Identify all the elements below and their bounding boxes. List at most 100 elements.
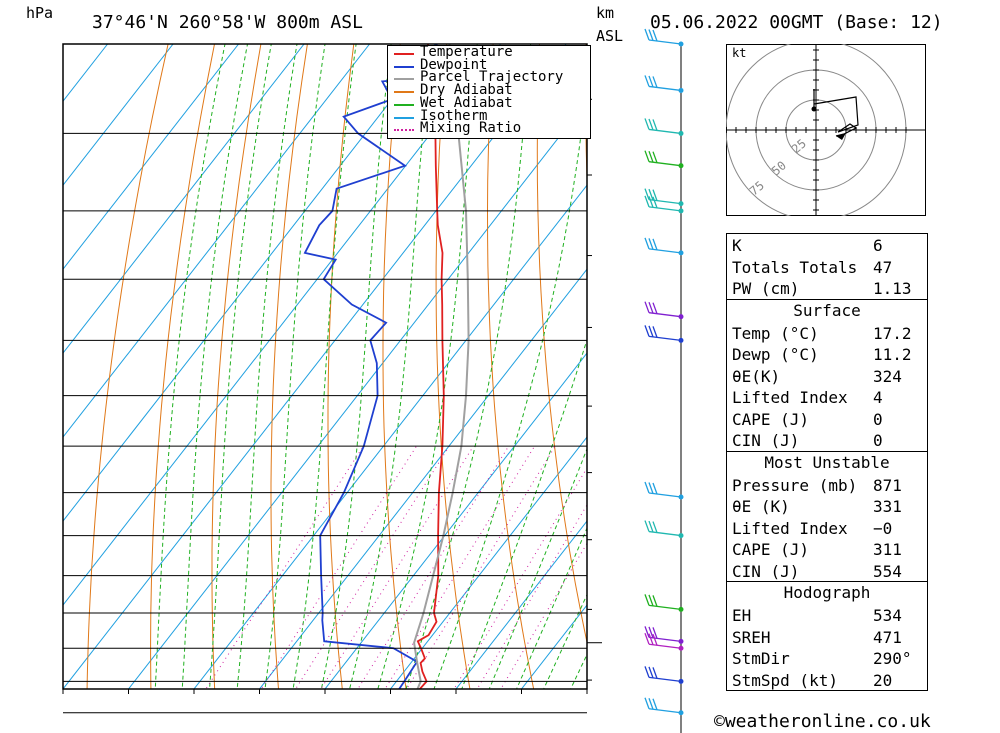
legend-item: Wet Adiabat: [392, 94, 588, 111]
stat-row: PW (cm) 1.13: [727, 277, 927, 299]
mixing-ratio-line: [384, 445, 536, 689]
wind-barb-shaft: [648, 604, 682, 611]
stat-label: K: [732, 236, 742, 255]
wind-barb-feather: [644, 301, 650, 313]
legend-item: Temperature: [392, 44, 588, 60]
wind-barb-shaft: [648, 206, 682, 212]
stat-label: θE(K): [732, 366, 781, 386]
dry-adiabat-line: [86, 44, 169, 689]
hodograph-unit-label: kt: [732, 46, 747, 60]
legend-label: Temperature: [420, 44, 513, 60]
dry-adiabat-line: [679, 44, 720, 733]
wind-barb-feather: [648, 325, 654, 338]
stat-row: θE (K) 331: [727, 495, 927, 517]
legend-label: Parcel Trajectory: [420, 69, 564, 86]
wind-barb: [644, 195, 684, 214]
wind-barb-feather: [652, 29, 658, 42]
wind-barb-feather: [648, 698, 654, 710]
isotherm-line: [63, 44, 174, 186]
wind-barb-dot: [678, 87, 684, 93]
isotherm-line: [586, 688, 587, 689]
isotherm-line: [63, 44, 239, 270]
wind-barb-dot: [678, 314, 684, 320]
wind-barb-shaft: [648, 676, 682, 683]
wind-barb-feather: [648, 75, 654, 88]
wind-barb-shaft: [648, 708, 682, 714]
isotherm-line: [520, 604, 587, 689]
temperature-line: [416, 44, 445, 689]
mixing-ratio-line: [295, 445, 450, 689]
legend-item: Isotherm: [392, 109, 588, 123]
dry-adiabat-line: [585, 44, 587, 192]
stat-label: Lifted Index: [732, 518, 848, 538]
wet-adiabat-line: [570, 653, 587, 689]
stat-label: θE (K): [732, 497, 790, 516]
stat-label: SREH: [732, 627, 771, 647]
legend-swatch: [394, 53, 414, 55]
stat-row: Pressure (mb) 871: [727, 474, 927, 496]
wind-barb-feather: [652, 119, 658, 131]
legend-swatch: [394, 78, 414, 81]
wind-barb: [644, 481, 684, 500]
stat-row: Temp (°C) 17.2: [727, 322, 927, 344]
legend-swatch: [394, 65, 414, 68]
stat-value: 471: [873, 627, 902, 647]
wind-barb-feather: [652, 238, 658, 251]
wind-barb-feather: [648, 118, 654, 131]
stat-value: 11.2: [873, 345, 912, 364]
wind-barb-feather: [652, 196, 658, 209]
wind-barb-shaft: [648, 161, 682, 167]
wind-barb-feather: [644, 697, 650, 709]
stat-value: 6: [873, 236, 883, 255]
legend-label: Dry Adiabat: [420, 82, 513, 99]
wind-barb: [644, 118, 684, 136]
stat-label: CIN (J): [732, 431, 800, 450]
wind-barb-feather: [644, 481, 650, 494]
stat-row: Totals Totals 47: [727, 256, 927, 278]
wind-barb: [644, 626, 684, 644]
credit-text: ©weatheronline.co.uk: [714, 711, 931, 732]
mixing-ratio-line: [320, 445, 474, 689]
stat-value: 17.2: [873, 323, 912, 343]
wind-barb-dot: [678, 645, 684, 651]
skewt-chart: [62, 28, 720, 733]
most-unstable-title: Most Unstable: [764, 452, 890, 472]
wind-barb-feather: [652, 667, 658, 679]
wind-barb-feather: [644, 188, 650, 200]
legend-swatch: [394, 129, 414, 132]
wet-adiabat-line: [461, 338, 587, 689]
wind-barb: [644, 632, 684, 651]
wind-barb-feather: [652, 521, 658, 533]
stat-label: Temp (°C): [732, 323, 819, 343]
hodograph-point: [811, 106, 817, 112]
dry-adiabat-line: [382, 44, 407, 689]
stat-row: Dewp (°C) 11.2: [727, 343, 927, 365]
wind-barb: [644, 75, 684, 93]
wind-barb-dot: [678, 250, 684, 256]
dry-adiabat-line: [211, 44, 262, 689]
wind-barb-shaft: [648, 312, 682, 318]
chart-legend: Temperature Dewpoint Parcel Trajectory Dry …: [387, 45, 591, 139]
isotherm-line: [258, 268, 587, 689]
unit-hpa-label: hPa: [26, 4, 54, 22]
wet-adiabat-line: [209, 44, 272, 689]
legend-swatch: [394, 91, 414, 94]
legend-label: Wet Adiabat: [420, 94, 513, 111]
isotherm-line: [63, 44, 305, 354]
dewpoint-line: [303, 44, 443, 689]
isotherm-line: [63, 44, 108, 102]
stat-value: 1.13: [873, 279, 912, 298]
isotherm-line: [324, 352, 587, 689]
wind-barb-feather: [648, 29, 654, 41]
wind-barb-feather: [644, 594, 650, 606]
mixing-ratio-line: [500, 542, 587, 689]
wind-barb-feather: [648, 196, 654, 208]
wet-adiabat-line: [377, 44, 478, 689]
wind-barb: [644, 520, 684, 539]
isotherm-line: [389, 436, 587, 689]
stat-label: CAPE (J): [732, 540, 810, 559]
wind-barb-shaft: [648, 128, 682, 135]
wind-barb-feather: [652, 302, 658, 314]
dry-adiabat-line: [150, 44, 215, 689]
wind-barb-feather: [644, 150, 650, 162]
